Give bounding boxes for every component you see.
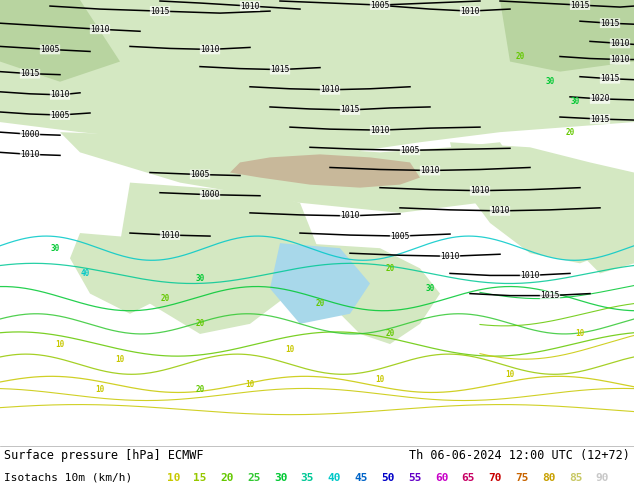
Text: Th 06-06-2024 12:00 UTC (12+72): Th 06-06-2024 12:00 UTC (12+72) bbox=[409, 449, 630, 463]
Text: 30: 30 bbox=[274, 473, 287, 483]
Text: 20: 20 bbox=[195, 319, 205, 328]
Text: 1010: 1010 bbox=[460, 6, 480, 16]
Text: 1010: 1010 bbox=[611, 55, 630, 64]
Text: 1015: 1015 bbox=[20, 69, 40, 78]
Text: 70: 70 bbox=[489, 473, 502, 483]
Text: 20: 20 bbox=[160, 294, 170, 303]
Text: 1015: 1015 bbox=[590, 115, 610, 123]
Text: Isotachs 10m (km/h): Isotachs 10m (km/h) bbox=[4, 473, 133, 483]
Text: 60: 60 bbox=[435, 473, 448, 483]
Text: 25: 25 bbox=[247, 473, 261, 483]
Text: 20: 20 bbox=[385, 264, 394, 273]
Text: 80: 80 bbox=[542, 473, 555, 483]
Text: 10: 10 bbox=[95, 385, 105, 394]
Text: 10: 10 bbox=[285, 344, 295, 354]
Text: 1010: 1010 bbox=[420, 166, 440, 175]
Polygon shape bbox=[540, 172, 634, 273]
Text: 10: 10 bbox=[55, 340, 65, 348]
Text: 1010: 1010 bbox=[611, 39, 630, 48]
Polygon shape bbox=[0, 0, 120, 82]
Text: 1010: 1010 bbox=[440, 252, 460, 261]
Text: 55: 55 bbox=[408, 473, 422, 483]
Text: 1005: 1005 bbox=[40, 45, 60, 54]
Text: 30: 30 bbox=[545, 77, 555, 86]
Text: 1015: 1015 bbox=[340, 105, 359, 115]
Text: 10: 10 bbox=[375, 375, 385, 384]
Polygon shape bbox=[270, 243, 370, 324]
Polygon shape bbox=[230, 154, 420, 188]
Polygon shape bbox=[0, 0, 634, 152]
Text: 1010: 1010 bbox=[20, 150, 40, 159]
Polygon shape bbox=[120, 183, 320, 334]
Text: 1010: 1010 bbox=[320, 85, 340, 94]
Text: 35: 35 bbox=[301, 473, 314, 483]
Text: 30: 30 bbox=[195, 274, 205, 283]
Text: 1010: 1010 bbox=[521, 271, 540, 280]
Text: 20: 20 bbox=[220, 473, 234, 483]
Text: 1000: 1000 bbox=[200, 190, 220, 199]
Text: 15: 15 bbox=[193, 473, 207, 483]
Text: 65: 65 bbox=[462, 473, 475, 483]
Text: 1010: 1010 bbox=[50, 90, 70, 99]
Text: 1015: 1015 bbox=[570, 0, 590, 9]
Text: 20: 20 bbox=[515, 52, 524, 61]
Text: 1015: 1015 bbox=[270, 65, 290, 74]
Text: 20: 20 bbox=[566, 128, 574, 137]
Text: 1010: 1010 bbox=[340, 211, 359, 220]
Text: 30: 30 bbox=[50, 244, 60, 253]
Polygon shape bbox=[450, 142, 634, 263]
Text: 10: 10 bbox=[167, 473, 180, 483]
Text: 1020: 1020 bbox=[590, 95, 610, 103]
Text: 40: 40 bbox=[328, 473, 341, 483]
Text: 1010: 1010 bbox=[470, 186, 489, 195]
Text: 1005: 1005 bbox=[190, 170, 210, 179]
Text: 20: 20 bbox=[315, 299, 325, 308]
Text: 20: 20 bbox=[385, 329, 394, 339]
Text: 10: 10 bbox=[505, 370, 515, 379]
Text: 10: 10 bbox=[245, 380, 255, 389]
Text: 1010: 1010 bbox=[490, 206, 510, 216]
Text: 1005: 1005 bbox=[370, 0, 390, 9]
Text: 40: 40 bbox=[81, 269, 89, 278]
Text: 1015: 1015 bbox=[600, 74, 620, 83]
Text: 1015: 1015 bbox=[150, 6, 170, 16]
Text: 1000: 1000 bbox=[20, 130, 40, 139]
Text: 85: 85 bbox=[569, 473, 583, 483]
Text: 1010: 1010 bbox=[160, 231, 180, 240]
Text: 1005: 1005 bbox=[391, 232, 410, 241]
Text: 1015: 1015 bbox=[600, 19, 620, 28]
Polygon shape bbox=[70, 233, 170, 314]
Text: 45: 45 bbox=[354, 473, 368, 483]
Text: 30: 30 bbox=[571, 98, 579, 106]
Text: 90: 90 bbox=[596, 473, 609, 483]
Text: 10: 10 bbox=[115, 355, 125, 364]
Polygon shape bbox=[500, 0, 634, 72]
Text: 1010: 1010 bbox=[240, 1, 260, 11]
Text: 30: 30 bbox=[425, 284, 435, 293]
Text: 20: 20 bbox=[195, 385, 205, 394]
Text: 1015: 1015 bbox=[540, 291, 560, 300]
Polygon shape bbox=[300, 243, 440, 344]
Text: 1010: 1010 bbox=[200, 45, 220, 54]
Text: Surface pressure [hPa] ECMWF: Surface pressure [hPa] ECMWF bbox=[4, 449, 204, 463]
Text: 10: 10 bbox=[576, 329, 585, 339]
Text: 1010: 1010 bbox=[90, 25, 110, 34]
Text: 1005: 1005 bbox=[50, 111, 70, 120]
Polygon shape bbox=[60, 132, 520, 213]
Text: 1010: 1010 bbox=[370, 125, 390, 135]
Text: 1005: 1005 bbox=[400, 146, 420, 155]
Text: 50: 50 bbox=[381, 473, 395, 483]
Text: 75: 75 bbox=[515, 473, 529, 483]
